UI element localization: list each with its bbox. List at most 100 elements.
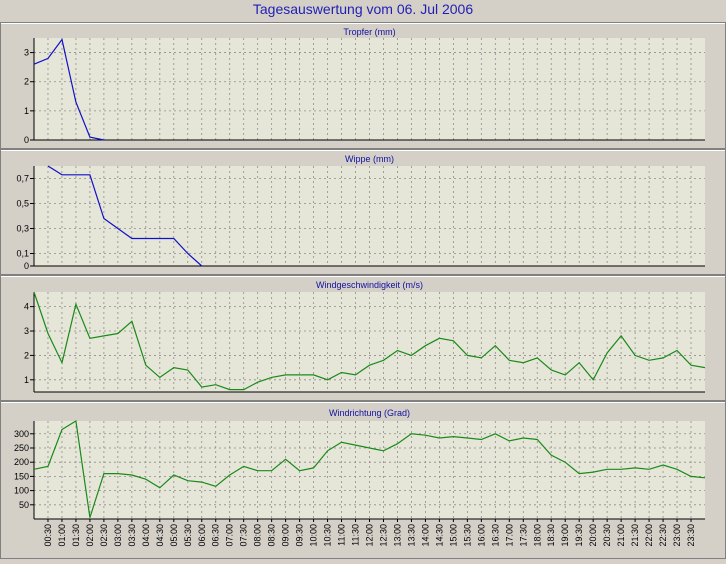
data-point (187, 479, 189, 481)
chart-panel: Tropfer (mm) 0 1 2 3 (0, 22, 726, 149)
x-tick-label: 21:30 (630, 524, 640, 547)
x-tick-label: 07:30 (239, 524, 249, 547)
x-tick-label: 11:00 (337, 524, 347, 546)
data-point (578, 362, 580, 364)
data-point (620, 468, 622, 470)
data-point (564, 374, 566, 376)
data-point (578, 472, 580, 474)
data-point (676, 349, 678, 351)
data-point (298, 470, 300, 472)
x-tick-label: 14:00 (420, 524, 430, 547)
data-point (173, 237, 175, 239)
x-tick-label: 02:30 (99, 524, 109, 547)
data-point (131, 320, 133, 322)
y-tick-label: 4 (24, 302, 29, 312)
x-tick-label: 18:00 (532, 524, 542, 547)
data-point (536, 357, 538, 359)
data-point (173, 474, 175, 476)
data-point (47, 165, 49, 167)
y-tick-label: 0,3 (16, 224, 29, 234)
data-point (494, 344, 496, 346)
data-point (312, 374, 314, 376)
y-tick-label: 300 (14, 429, 29, 439)
data-point (33, 63, 35, 65)
data-point (340, 371, 342, 373)
data-point (61, 362, 63, 364)
data-point (173, 366, 175, 368)
x-tick-label: 13:30 (406, 524, 416, 547)
data-point (382, 450, 384, 452)
data-point (424, 434, 426, 436)
data-point (298, 374, 300, 376)
page-title: Tagesauswertung vom 06. Jul 2006 (252, 1, 474, 17)
x-tick-label: 12:00 (365, 524, 375, 547)
data-point (620, 335, 622, 337)
data-point (284, 458, 286, 460)
chart-panel: Windgeschwindigkeit (m/s) 1 2 3 4 (0, 275, 726, 401)
panel-title: Tropfer (mm) (343, 27, 395, 37)
data-point (131, 474, 133, 476)
data-point (368, 447, 370, 449)
x-tick-label: 16:30 (490, 524, 500, 547)
x-tick-label: 09:30 (295, 524, 305, 547)
data-point (438, 337, 440, 339)
data-point (326, 379, 328, 381)
x-tick-label: 10:00 (309, 524, 319, 547)
data-point (270, 376, 272, 378)
x-tick-label: 04:30 (155, 524, 165, 547)
data-point (690, 364, 692, 366)
data-point (47, 57, 49, 59)
data-point (145, 364, 147, 366)
data-point (187, 369, 189, 371)
data-point (606, 468, 608, 470)
data-point (89, 136, 91, 138)
data-point (47, 465, 49, 467)
series-line (33, 420, 706, 518)
x-tick-label: 22:00 (644, 524, 654, 547)
x-tick-label: 08:30 (267, 524, 277, 547)
data-point (326, 450, 328, 452)
data-point (480, 357, 482, 359)
data-point (284, 374, 286, 376)
data-point (704, 477, 706, 479)
data-point (522, 437, 524, 439)
data-point (131, 237, 133, 239)
x-tick-label: 11:30 (351, 524, 361, 546)
x-tick-label: 01:30 (71, 524, 81, 547)
data-point (47, 332, 49, 334)
x-tick-label: 08:00 (253, 524, 263, 547)
data-point (229, 474, 231, 476)
data-point (592, 379, 594, 381)
data-point (690, 475, 692, 477)
x-tick-label: 03:30 (127, 524, 137, 547)
data-point (187, 252, 189, 254)
y-tick-label: 0 (24, 261, 29, 271)
data-point (592, 471, 594, 473)
x-tick-label: 01:00 (57, 524, 67, 547)
y-tick-label: 1 (24, 375, 29, 385)
data-point (159, 487, 161, 489)
data-point (201, 265, 203, 267)
panel-title: Windrichtung (Grad) (329, 408, 410, 418)
data-point (103, 217, 105, 219)
x-tick-label: 09:00 (281, 524, 291, 547)
data-point (424, 344, 426, 346)
x-tick-label: 18:30 (546, 524, 556, 547)
x-tick-label: 05:30 (183, 524, 193, 547)
x-tick-label: 17:00 (504, 524, 514, 547)
x-tick-label: 21:00 (616, 524, 626, 547)
x-tick-label: 16:00 (476, 524, 486, 547)
y-tick-label: 0,1 (16, 249, 29, 259)
x-tick-label: 23:00 (672, 524, 682, 547)
x-tick-label: 19:30 (574, 524, 584, 547)
x-tick-label: 10:30 (323, 524, 333, 547)
data-point (117, 227, 119, 229)
data-point (103, 335, 105, 337)
data-point (396, 349, 398, 351)
data-point (103, 139, 105, 141)
data-point (215, 485, 217, 487)
data-point (145, 478, 147, 480)
data-point (242, 465, 244, 467)
data-point (75, 101, 77, 103)
data-point (75, 174, 77, 176)
